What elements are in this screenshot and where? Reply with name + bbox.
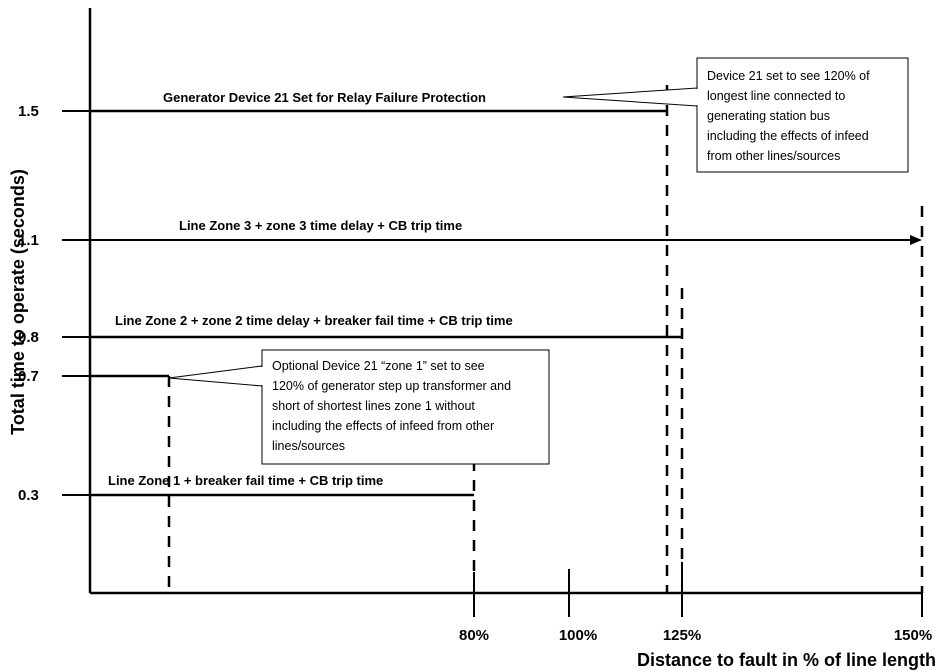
x-axis-title: Distance to fault in % of line length [637,650,936,670]
top-callout-line: Device 21 set to see 120% of [707,69,870,83]
y-tick-label: 0.8 [18,329,39,346]
top-callout-text: Device 21 set to see 120% of longest lin… [707,69,873,163]
y-tick-label: 0.7 [18,368,39,385]
x-tick-label: 150% [894,627,932,644]
middle-callout-line: short of shortest lines zone 1 without [272,399,475,413]
middle-callout-pointer [168,365,263,387]
zone2-label: Line Zone 2 + zone 2 time delay + breake… [115,313,513,328]
top-callout-pointer [562,87,698,107]
middle-callout-text: Optional Device 21 “zone 1” set to see 1… [272,359,515,453]
zone3-label: Line Zone 3 + zone 3 time delay + CB tri… [179,218,462,233]
middle-callout-box [261,349,550,465]
middle-callout-line: 120% of generator step up transformer an… [272,379,511,393]
x-tick-label: 100% [559,627,597,644]
x-tick-label: 125% [663,627,701,644]
y-tick-label: 1.5 [18,103,39,120]
top-callout-line: longest line connected to [707,89,845,103]
top-callout-line: including the effects of infeed [707,129,869,143]
top-callout-line: from other lines/sources [707,149,840,163]
y-axis-title: Total time to operate (seconds) [8,169,28,435]
zone1-label: Line Zone 1 + breaker fail time + CB tri… [108,473,383,488]
top-callout-box [696,57,909,173]
zone3-arrowhead [910,235,922,245]
y-tick-label: 1.1 [18,232,39,249]
x-tick-label: 80% [459,627,489,644]
middle-callout-line: lines/sources [272,439,345,453]
middle-callout-line: Optional Device 21 “zone 1” set to see [272,359,485,373]
top-callout-line: generating station bus [707,109,830,123]
y-tick-label: 0.3 [18,487,39,504]
generator-device21-label: Generator Device 21 Set for Relay Failur… [163,90,486,105]
middle-callout-line: including the effects of infeed from oth… [272,419,494,433]
